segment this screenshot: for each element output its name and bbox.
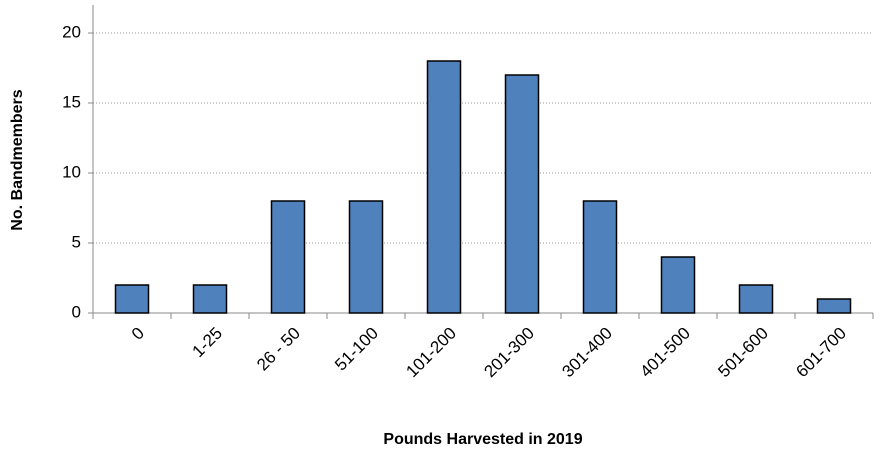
x-tick-label: 401-500 [636,324,694,382]
bar [348,200,384,314]
y-tick-label: 10 [62,162,81,181]
x-tick-label: 601-700 [792,324,850,382]
y-tick-label: 5 [72,232,81,251]
bar [660,256,696,314]
x-tick-label: 26 - 50 [253,324,304,375]
bar [738,284,774,314]
bar [192,284,228,314]
bar [582,200,618,314]
bar [816,298,852,314]
x-tick-label: 201-300 [480,324,538,382]
bar [426,60,462,314]
y-tick-label: 15 [62,92,81,111]
y-tick-label: 0 [72,302,81,321]
bar [504,74,540,314]
y-tick-label: 20 [62,22,81,41]
bar [270,200,306,314]
x-tick-label: 51-100 [331,324,382,375]
x-tick-label: 1-25 [189,324,226,361]
y-axis-title: No. Bandmembers [9,89,26,230]
x-tick-label: 501-600 [714,324,772,382]
x-tick-label: 101-200 [402,324,460,382]
x-tick-label: 0 [128,324,148,344]
x-axis-title: Pounds Harvested in 2019 [383,431,582,448]
bar [114,284,150,314]
x-tick-label: 301-400 [558,324,616,382]
